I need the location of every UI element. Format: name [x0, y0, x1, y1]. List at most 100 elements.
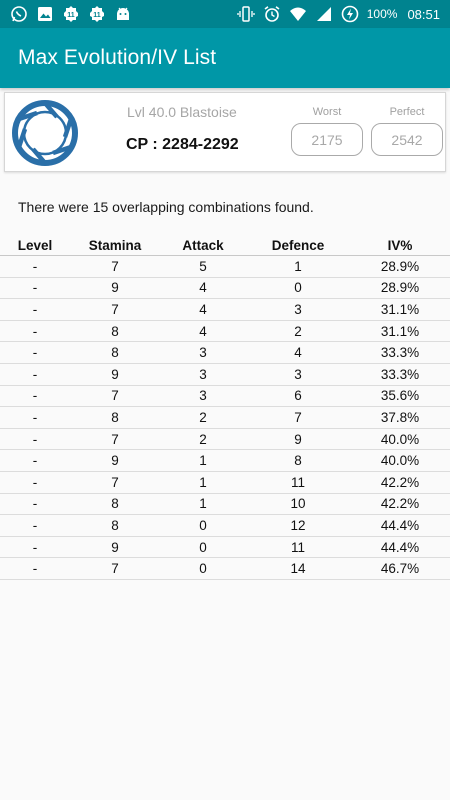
app-icon: 11: [88, 5, 106, 23]
table-row: - 8 1 10 42.2%: [0, 494, 450, 516]
battery-saver-icon: [341, 5, 359, 23]
worst-cp-field[interactable]: 2175: [291, 123, 363, 156]
cell-defence: 3: [294, 301, 302, 317]
cell-level: -: [32, 409, 38, 425]
header-iv-percent: IV%: [387, 238, 413, 253]
svg-text:11: 11: [67, 12, 75, 19]
table-row: - 7 0 14 46.7%: [0, 558, 450, 580]
cell-attack: 4: [199, 301, 207, 317]
cell-attack: 2: [199, 431, 207, 447]
table-header: Level Stamina Attack Defence IV%: [0, 236, 450, 256]
cell-level: -: [32, 431, 38, 447]
cell-level: -: [32, 453, 38, 469]
svg-text:11: 11: [93, 12, 101, 19]
table-row: - 7 5 1 28.9%: [0, 256, 450, 278]
cell-level: -: [32, 366, 38, 382]
app-icon: 11: [62, 5, 80, 23]
cell-defence: 8: [294, 453, 302, 469]
whatsapp-icon: [10, 5, 28, 23]
cell-attack: 0: [199, 561, 207, 577]
cell-level: -: [32, 258, 38, 274]
cell-defence: 1: [294, 258, 302, 274]
cell-attack: 3: [199, 345, 207, 361]
iv-table: Level Stamina Attack Defence IV% - 7 5 1 28.…: [0, 236, 450, 580]
table-row: - 9 1 8 40.0%: [0, 450, 450, 472]
perfect-cp-field[interactable]: 2542: [371, 123, 443, 156]
notification-icons: 11 11: [10, 5, 132, 23]
cell-attack: 4: [199, 280, 207, 296]
worst-label: Worst: [312, 106, 342, 118]
cell-level: -: [32, 496, 38, 512]
header-attack: Attack: [182, 238, 224, 253]
cell-defence: 11: [290, 539, 305, 555]
cell-stamina: 7: [111, 474, 119, 490]
cell-attack: 1: [199, 496, 207, 512]
cell-defence: 6: [294, 388, 302, 404]
battery-percent: 100%: [366, 7, 398, 21]
cell-defence: 4: [294, 345, 302, 361]
cell-level: -: [32, 301, 38, 317]
cell-attack: 4: [199, 323, 207, 339]
cell-iv-percent: 37.8%: [380, 409, 420, 425]
cell-iv-percent: 28.9%: [380, 258, 420, 274]
cell-attack: 3: [199, 388, 207, 404]
cell-stamina: 9: [111, 539, 119, 555]
cell-iv-percent: 46.7%: [380, 561, 420, 577]
cell-defence: 14: [290, 561, 306, 577]
cell-stamina: 9: [111, 453, 119, 469]
cell-attack: 2: [199, 409, 207, 425]
cell-level: -: [32, 280, 38, 296]
cell-iv-percent: 33.3%: [380, 345, 420, 361]
cell-stamina: 7: [111, 301, 119, 317]
system-icons: 100% 08:51: [237, 5, 440, 23]
cell-defence: 2: [294, 323, 302, 339]
android-icon: [114, 5, 132, 23]
cell-attack: 0: [199, 517, 207, 533]
cell-level: -: [32, 323, 38, 339]
cell-level: -: [32, 517, 38, 533]
cell-stamina: 9: [111, 366, 119, 382]
header-level: Level: [17, 238, 53, 253]
table-row: - 8 4 2 31.1%: [0, 321, 450, 343]
cell-defence: 0: [294, 280, 302, 296]
cell-attack: 1: [199, 453, 207, 469]
cell-stamina: 8: [111, 323, 119, 339]
cell-iv-percent: 42.2%: [380, 496, 420, 512]
table-row: - 7 4 3 31.1%: [0, 299, 450, 321]
table-row: - 9 3 3 33.3%: [0, 364, 450, 386]
cell-stamina: 7: [111, 561, 119, 577]
table-row: - 7 2 9 40.0%: [0, 429, 450, 451]
cell-defence: 7: [294, 409, 302, 425]
cp-range: CP : 2284-2292: [126, 136, 239, 153]
cell-iv-percent: 44.4%: [380, 539, 420, 555]
cell-stamina: 8: [111, 409, 119, 425]
vibrate-icon: [237, 5, 255, 23]
signal-icon: [315, 5, 333, 23]
cell-attack: 1: [199, 474, 207, 490]
cell-level: -: [32, 561, 38, 577]
cell-iv-percent: 35.6%: [380, 388, 420, 404]
cell-stamina: 7: [111, 258, 119, 274]
cell-defence: 3: [294, 366, 302, 382]
cell-iv-percent: 44.4%: [380, 517, 420, 533]
page-title: Max Evolution/IV List: [18, 46, 217, 69]
cell-stamina: 8: [111, 345, 119, 361]
cell-stamina: 8: [111, 496, 119, 512]
table-row: -7 1 11 42.2%: [0, 472, 450, 494]
cell-level: -: [32, 539, 38, 555]
perfect-label: Perfect: [389, 106, 425, 118]
table-row: - 9 0 11 44.4%: [0, 537, 450, 559]
cell-iv-percent: 40.0%: [380, 453, 420, 469]
wifi-icon: [289, 5, 307, 23]
cell-iv-percent: 28.9%: [380, 280, 420, 296]
pokemon-summary-card: Lvl 40.0 Blastoise CP : 2284-2292 Worst …: [4, 92, 446, 172]
cell-attack: 5: [199, 258, 207, 274]
cell-iv-percent: 42.2%: [380, 474, 420, 490]
app-bar: Max Evolution/IV List: [0, 28, 450, 88]
cell-iv-percent: 31.1%: [380, 323, 420, 339]
header-stamina: Stamina: [88, 238, 142, 253]
cell-attack: 3: [199, 366, 207, 382]
table-row: - 8 3 4 33.3%: [0, 342, 450, 364]
table-row: - 8 0 12 44.4%: [0, 515, 450, 537]
cell-stamina: 7: [111, 388, 119, 404]
